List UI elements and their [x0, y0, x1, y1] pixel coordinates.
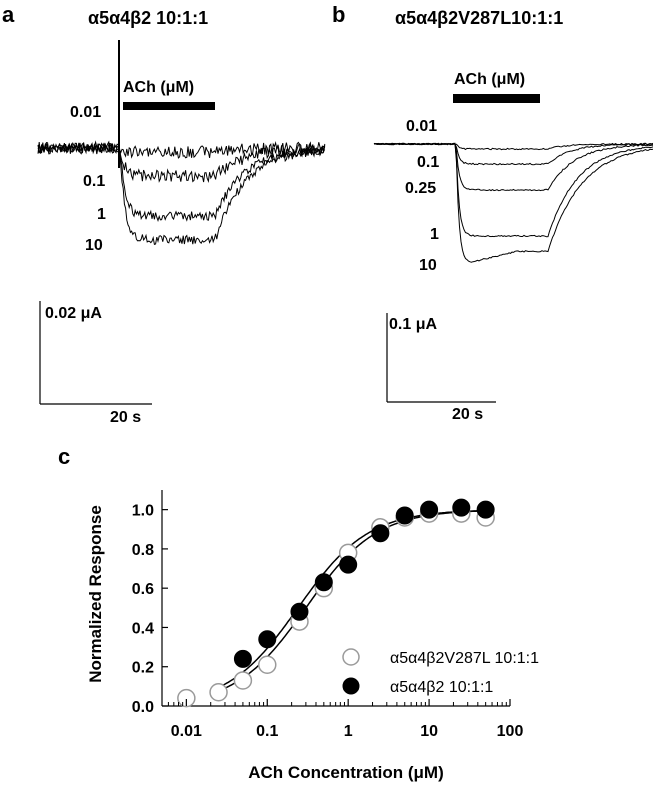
y-tick-label: 0.8 — [132, 542, 154, 559]
data-point-filled — [395, 506, 414, 525]
data-point-open — [233, 671, 253, 690]
panel-b-letter: b — [332, 2, 345, 27]
panel-a-scale-current: 0.02 μA — [45, 305, 102, 322]
panel-b-traces — [373, 142, 653, 263]
panel-b-ach-bar — [453, 94, 540, 103]
y-tick-label: 0.4 — [132, 620, 154, 637]
panel-b-scale-current: 0.1 μA — [389, 316, 437, 333]
panel-c: c 0.0 0.2 0.4 0.6 0.8 1.0 0.01 0.1 1 10 100 Normal… — [58, 444, 539, 782]
panel-b-conc-label: 0.1 — [417, 154, 439, 171]
panel-b-scale-time: 20 s — [452, 406, 483, 423]
axis-ticks: 0.0 0.2 0.4 0.6 0.8 1.0 0.01 0.1 1 10 100 — [132, 503, 524, 740]
panel-a-title: α5α4β2 10:1:1 — [88, 8, 208, 28]
data-point-filled — [258, 630, 277, 649]
y-axis-label: Normalized Response — [86, 505, 105, 683]
data-point-filled — [290, 602, 309, 621]
panel-a-current-trace — [37, 142, 326, 222]
y-tick-label: 0.2 — [132, 660, 154, 677]
panel-a-ach-bar — [123, 102, 215, 110]
x-tick-label: 100 — [497, 723, 524, 740]
panel-b-ach-label: ACh (μM) — [454, 71, 525, 88]
legend-marker — [342, 648, 360, 666]
panel-b-current-trace — [373, 142, 653, 166]
x-axis-label: ACh Concentration (μM) — [248, 763, 444, 782]
y-tick-label: 0.6 — [132, 581, 154, 598]
y-tick-label: 1.0 — [132, 503, 154, 520]
panel-a-conc-label: 1 — [97, 206, 106, 223]
panel-a-current-trace — [37, 140, 326, 183]
dose-response-chart: 0.0 0.2 0.4 0.6 0.8 1.0 0.01 0.1 1 10 100 Normaliz… — [86, 490, 539, 782]
panel-a-letter: a — [2, 2, 15, 27]
panel-b: b α5α4β2V287L10:1:1 ACh (μM) 0.01 0.1 0.… — [332, 2, 653, 423]
legend-label: α5α4β2V287L 10:1:1 — [390, 650, 539, 667]
panel-b-conc-label: 0.01 — [406, 118, 437, 135]
data-point-filled — [420, 500, 439, 519]
data-point-filled — [233, 649, 252, 668]
panel-c-letter: c — [58, 444, 70, 469]
legend: α5α4β2V287L 10:1:1 α5α4β2 10:1:1 — [342, 648, 539, 696]
panel-b-title: α5α4β2V287L10:1:1 — [395, 8, 563, 28]
data-point-open — [258, 655, 277, 675]
legend-label: α5α4β2 10:1:1 — [390, 679, 493, 696]
panel-a-conc-label: 0.01 — [70, 104, 101, 121]
data-point-open — [209, 683, 228, 702]
y-tick-label: 0.0 — [132, 699, 154, 716]
x-tick-label: 1 — [344, 723, 353, 740]
data-point-open — [177, 688, 196, 708]
panel-a-current-trace — [37, 142, 326, 246]
data-point-filled — [314, 573, 333, 592]
panel-a-traces — [37, 140, 326, 246]
data-point-filled — [476, 500, 495, 519]
panel-b-current-trace — [373, 142, 653, 263]
panel-a-conc-label: 10 — [85, 237, 103, 254]
panel-b-conc-label: 1 — [430, 226, 439, 243]
data-point-filled — [339, 555, 358, 574]
data-points — [177, 498, 495, 708]
panel-b-conc-label: 0.25 — [405, 180, 436, 197]
x-tick-label: 0.1 — [256, 723, 278, 740]
x-tick-label: 0.01 — [171, 723, 202, 740]
data-point-filled — [452, 498, 471, 517]
panel-b-conc-label: 10 — [419, 257, 437, 274]
x-tick-label: 10 — [420, 723, 438, 740]
panel-a-ach-label: ACh (μM) — [123, 79, 194, 96]
panel-a: a α5α4β2 10:1:1 ACh (μM) 0.01 0.1 1 10 0… — [2, 2, 326, 426]
fit-curve — [218, 509, 486, 689]
legend-marker — [342, 677, 360, 695]
data-point-filled — [371, 524, 390, 543]
panel-a-conc-label: 0.1 — [83, 173, 105, 190]
panel-a-scale-time: 20 s — [110, 409, 141, 426]
